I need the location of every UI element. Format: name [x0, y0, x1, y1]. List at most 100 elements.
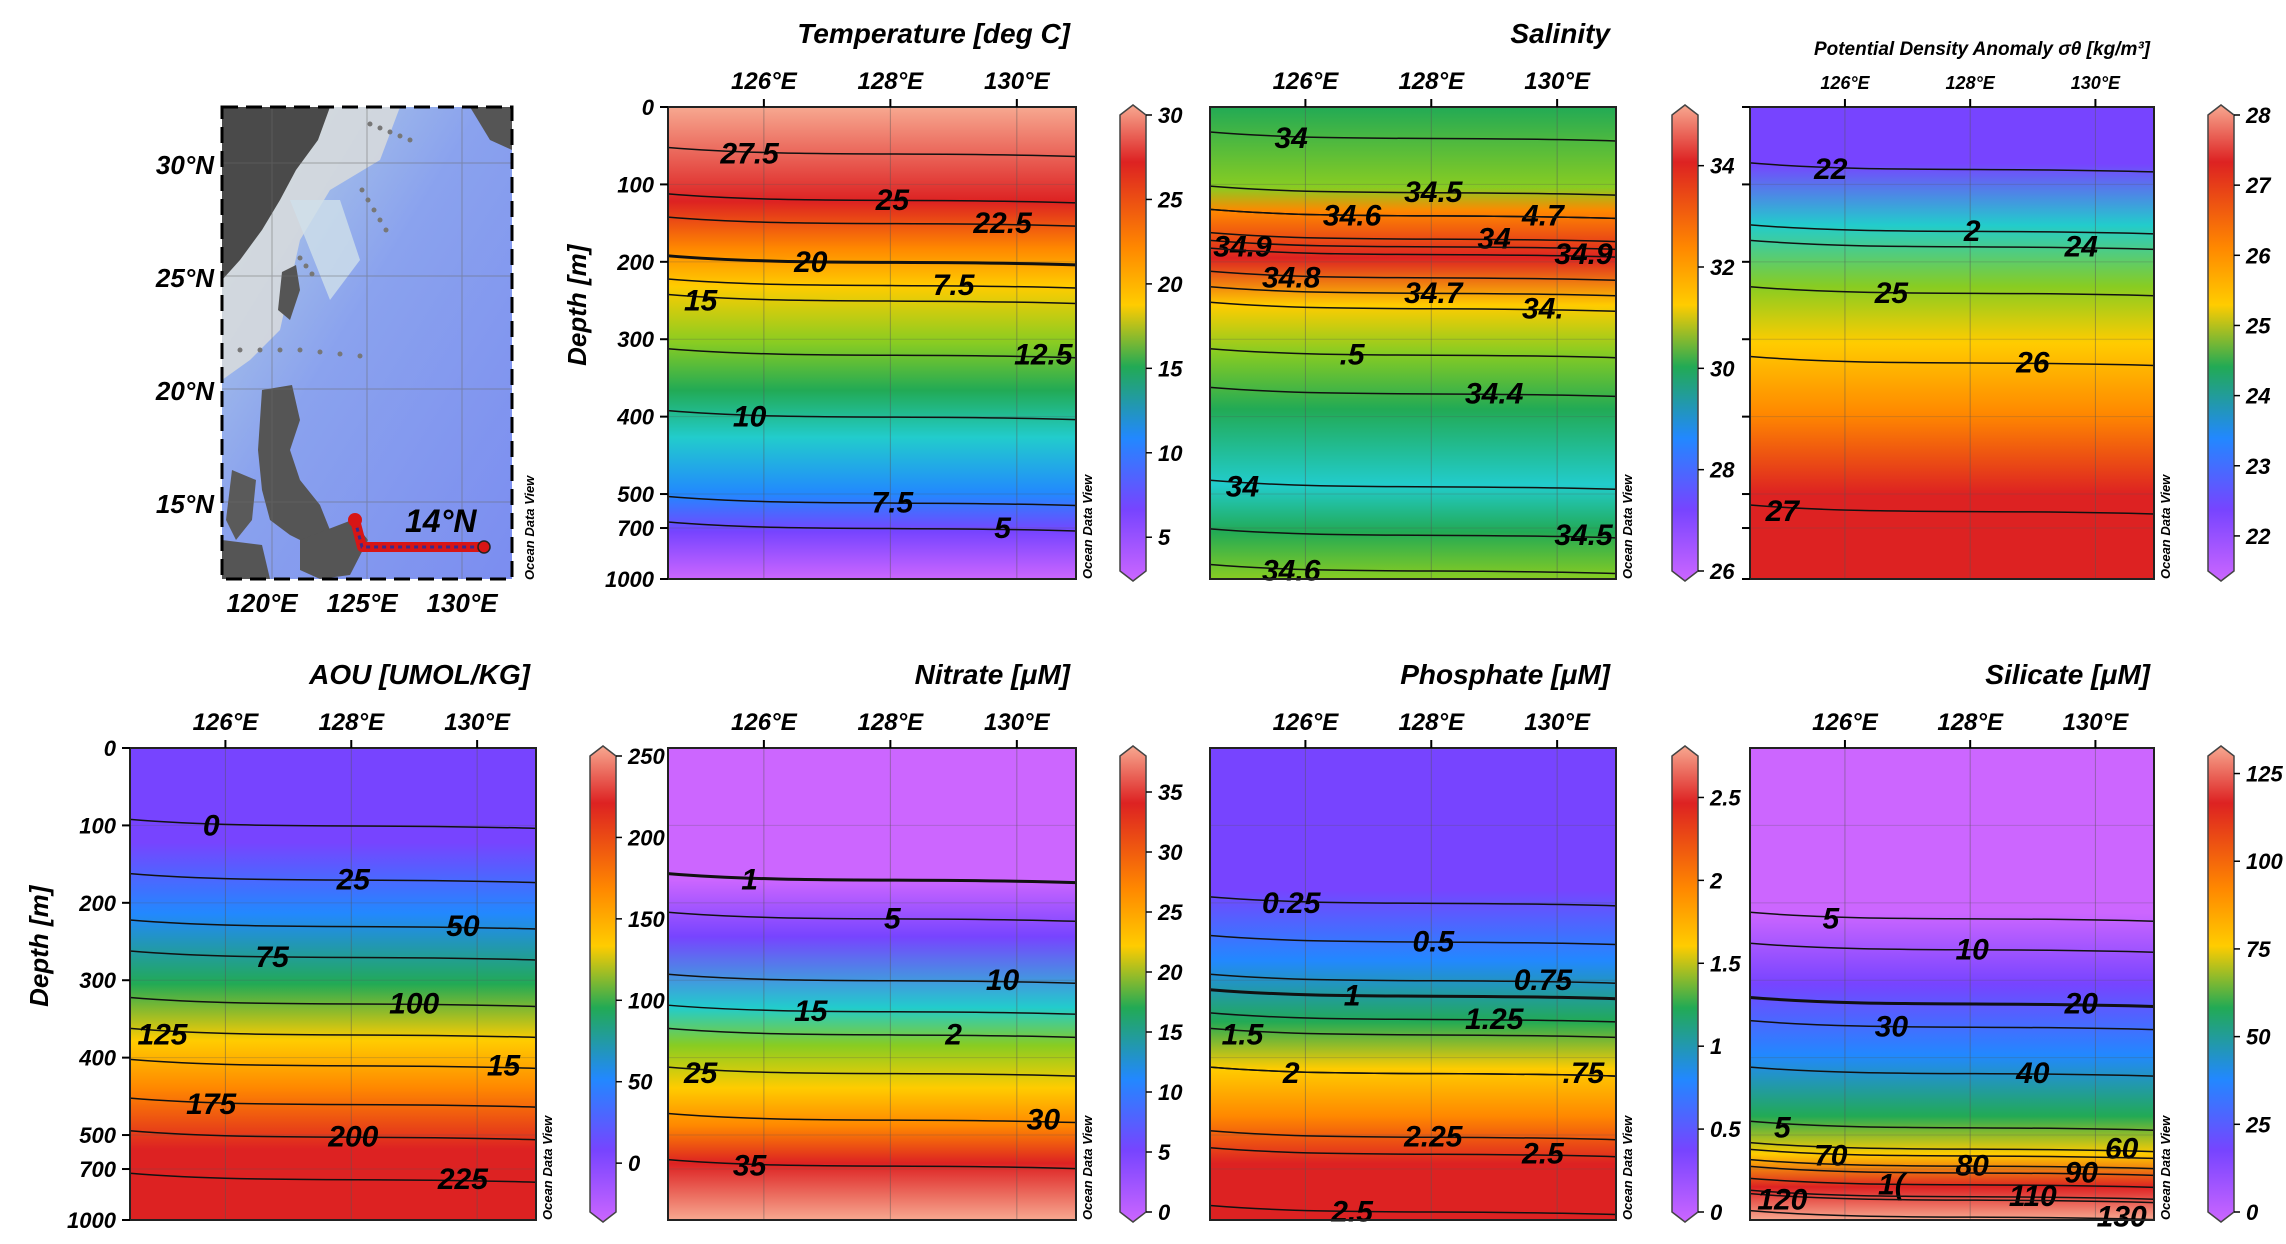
map-grid: [222, 107, 512, 579]
colorbar-tick-label: 250: [627, 744, 665, 769]
contour-label: 7.5: [872, 487, 915, 520]
y-tick-label: 500: [617, 482, 654, 507]
contour-line: [1749, 239, 2155, 251]
contour-label: 34.8: [1262, 261, 1321, 294]
contour-label: 2.5: [1521, 1138, 1565, 1171]
contour-label: 24: [2064, 230, 2099, 263]
contour-line: [1209, 934, 1617, 946]
odv-credit: Ocean Data View: [1620, 1115, 1635, 1220]
contour-line: [667, 1112, 1077, 1124]
contour-label: 2: [1963, 215, 1981, 248]
section-label: 14°N: [405, 503, 477, 539]
x-tick-label: 126°E: [1273, 709, 1340, 736]
contour-label: 0.5: [1412, 926, 1455, 959]
contour-line: [1749, 162, 2155, 173]
contour-line: [667, 254, 1077, 267]
colorbar-tick-label: 50: [2246, 1025, 2271, 1050]
contour-line: [667, 1027, 1077, 1039]
map-credit: Ocean Data View: [522, 475, 537, 580]
colorbar-tick-label: 0.5: [1710, 1117, 1741, 1142]
contour-label: 25: [875, 184, 911, 217]
contour-line: [667, 193, 1077, 204]
contour-label: 20: [2064, 987, 2099, 1020]
panel-title: Potential Density Anomaly σθ [kg/m³]: [1814, 39, 2151, 60]
contour-line: [1209, 1146, 1617, 1158]
odv-credit: Ocean Data View: [1080, 474, 1095, 579]
field-heatmap: [1210, 107, 1616, 579]
x-tick-label: 128°E: [1398, 709, 1465, 736]
colorbar: [1671, 104, 1699, 582]
contour-line: [1209, 528, 1617, 539]
y-tick-label: 300: [79, 968, 116, 993]
contour-line: [1749, 1209, 2155, 1221]
contour-label: 5: [994, 512, 1012, 545]
field-heatmap: [1210, 748, 1616, 1220]
y-tick-label: 300: [617, 327, 654, 352]
x-tick-label: 130°E: [1524, 709, 1591, 736]
contour-line: [1749, 504, 2155, 515]
contour-label: 50: [446, 910, 480, 943]
map-shallow: [290, 200, 360, 300]
x-tick-label: 128°E: [1937, 709, 2004, 736]
panel-frame: [1749, 747, 2155, 1221]
contour-line: [1749, 1141, 2155, 1153]
contour-label: .75: [1563, 1057, 1606, 1090]
contour-line: [1749, 995, 2155, 1008]
colorbar-tick-label: 75: [2246, 937, 2271, 962]
x-tick-label: 130°E: [1524, 68, 1591, 95]
contour-label: 40: [2015, 1057, 2050, 1090]
contour-label: 25: [336, 864, 372, 897]
panel-frame: [667, 747, 1077, 1221]
map-land-japan: [470, 107, 512, 150]
map-land-palawan: [222, 540, 270, 579]
y-tick-label: 200: [616, 250, 654, 275]
contour-label: 34.: [1522, 292, 1564, 325]
contour-line: [1209, 208, 1617, 220]
contour-line: [667, 1158, 1077, 1170]
contour-label: 34.6: [1262, 555, 1321, 588]
y-tick-label: 500: [79, 1123, 116, 1148]
contour-label: 34: [1226, 470, 1260, 503]
colorbar-tick-label: 20: [1157, 960, 1183, 985]
contour-line: [1209, 286, 1617, 297]
contour-line: [1209, 247, 1617, 258]
contour-line: [1749, 1192, 2155, 1204]
contour-label: 10: [986, 964, 1020, 997]
contour-line: [1209, 301, 1617, 313]
x-tick-label: 128°E: [858, 709, 925, 736]
colorbar-tick-label: 30: [1158, 103, 1183, 128]
panel-title: Phosphate [μM]: [1400, 659, 1611, 690]
contour-label: 130: [2097, 1201, 2147, 1234]
contour-label: 22.5: [972, 207, 1033, 240]
contour-line: [1209, 988, 1617, 1001]
contour-line: [1749, 355, 2155, 367]
x-tick-label: 130°E: [984, 709, 1051, 736]
field-heatmap: [1750, 107, 2154, 579]
colorbar-tick-label: 28: [1709, 458, 1735, 483]
contour-label: 30: [1875, 1011, 1909, 1044]
contour-label: 0.25: [1262, 887, 1322, 920]
colorbar-tick-label: 30: [1710, 356, 1735, 381]
contour-label: 35: [733, 1150, 768, 1183]
colorbar-tick-label: 5: [1158, 525, 1171, 550]
contour-line: [129, 1129, 537, 1141]
location-map: 14°N 30°N 25°N 20°N 15°N 120°E 125°E 130…: [155, 105, 537, 618]
colorbar-tick-label: 23: [2245, 454, 2270, 479]
contour-line: [1209, 185, 1617, 196]
contour-label: 1.5: [1222, 1018, 1265, 1051]
x-tick-label: 130°E: [2071, 73, 2121, 93]
colorbar-tick-label: 25: [2245, 313, 2271, 338]
contour-label: 20: [793, 246, 828, 279]
contour-line: [1749, 224, 2155, 235]
y-tick-label: 0: [104, 736, 117, 761]
contour-line: [1749, 942, 2155, 954]
field-heatmap: [1750, 748, 2154, 1220]
contour-label: 5: [884, 902, 902, 935]
colorbar-tick-label: 25: [1157, 187, 1183, 212]
map-land-taiwan: [278, 265, 300, 320]
contour-line: [667, 1004, 1077, 1015]
map-lat-label: 20°N: [155, 376, 215, 406]
x-tick-label: 126°E: [193, 709, 260, 736]
